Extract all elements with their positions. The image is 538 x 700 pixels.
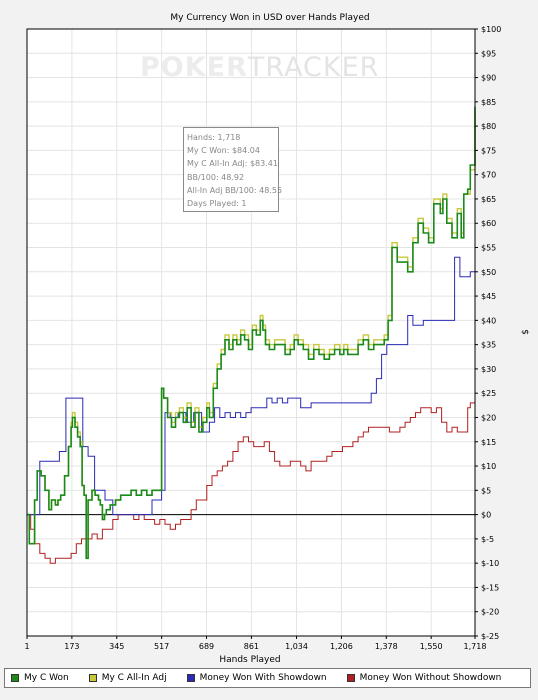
y-tick-label: $40 <box>481 316 496 325</box>
legend: My C Won My C All-In Adj Money Won With … <box>4 668 531 688</box>
series-layer <box>27 106 476 564</box>
x-tick-label: 861 <box>244 642 259 651</box>
y-tick-label: $100 <box>481 25 501 34</box>
x-tick-label: 1 <box>24 642 29 651</box>
x-tick-label: 1,034 <box>285 642 308 651</box>
y-tick-label: $-20 <box>481 608 499 617</box>
legend-swatch <box>11 674 19 682</box>
legend-item-all-in-adj[interactable]: My C All-In Adj <box>88 673 167 683</box>
y-tick-label: $35 <box>481 341 496 350</box>
x-axis-label: Hands Played <box>219 655 280 665</box>
y-tick-label: $70 <box>481 171 496 180</box>
watermark-part2: TRACKER <box>247 52 380 83</box>
legend-label: Money Won Without Showdown <box>359 673 502 683</box>
y-tick-label: $50 <box>481 268 496 277</box>
hud-hands: Hands: 1,718 <box>187 133 241 142</box>
hud-won: My C Won: $84.04 <box>187 146 260 156</box>
y-tick-label: $60 <box>481 219 496 228</box>
x-tick-label: 1,718 <box>464 642 487 651</box>
legend-label: Money Won With Showdown <box>199 673 327 683</box>
y-tick-label: $30 <box>481 365 496 374</box>
y-tick-label: $90 <box>481 74 496 83</box>
legend-item-with-showdown[interactable]: Money Won With Showdown <box>186 673 327 683</box>
legend-swatch <box>88 674 97 682</box>
y-tick-label: $10 <box>481 462 496 471</box>
y-tick-label: $85 <box>481 98 496 107</box>
legend-swatch <box>346 674 355 682</box>
y-tick-label: $45 <box>481 292 496 301</box>
y-axis-label: $ <box>521 329 531 335</box>
pokertracker-watermark: POKERTRACKER <box>140 52 378 84</box>
x-tick-label: 1,378 <box>375 642 398 651</box>
hud-days: Days Played: 1 <box>187 199 247 209</box>
x-tick-label: 517 <box>154 642 169 651</box>
legend-item-without-showdown[interactable]: Money Won Without Showdown <box>346 673 502 683</box>
legend-swatch <box>186 674 195 682</box>
x-tick-label: 1,550 <box>420 642 443 651</box>
y-tick-label: $-15 <box>481 583 499 592</box>
hud-allin-adj: My C All-In Adj: $83.41 <box>187 159 278 169</box>
y-tick-label: $-10 <box>481 559 499 568</box>
y-tick-label: $95 <box>481 49 496 58</box>
y-tick-label: $-25 <box>481 632 499 641</box>
y-tick-label: $75 <box>481 146 496 155</box>
series-line <box>27 402 475 564</box>
y-tick-label: $20 <box>481 413 496 422</box>
legend-label: My C All-In Adj <box>101 673 167 683</box>
legend-item-my-c-won[interactable]: My C Won <box>11 673 69 683</box>
x-tick-label: 1,206 <box>330 642 353 651</box>
y-tick-label: $-5 <box>481 535 494 544</box>
x-tick-label: 689 <box>199 642 214 651</box>
y-axis: $-25 $-20 $-15 $-10 $-5 $0 $5 $10 $15 $20 $25 $30 $3… <box>475 25 501 641</box>
x-tick-label: 173 <box>64 642 79 651</box>
y-tick-label: $55 <box>481 244 496 253</box>
y-tick-label: $0 <box>481 511 491 520</box>
y-tick-label: $80 <box>481 122 496 131</box>
hud-bb100: BB/100: 48.92 <box>187 172 245 182</box>
y-tick-label: $15 <box>481 438 496 447</box>
x-axis: 1 173 345 517 689 861 1,034 1,206 1,378 1,550 1,71… <box>24 636 486 651</box>
watermark-part1: POKER <box>140 52 248 83</box>
hud-allin-bb100: All-In Adj BB/100: 48.55 <box>187 185 283 195</box>
legend-label: My C Won <box>24 673 69 683</box>
y-tick-label: $65 <box>481 195 496 204</box>
series-line <box>27 106 476 560</box>
y-tick-label: $5 <box>481 486 491 495</box>
series-line <box>27 223 476 516</box>
stats-tooltip: Hands: 1,718 My C Won: $84.04 My C All-I… <box>183 127 283 212</box>
y-tick-label: $25 <box>481 389 496 398</box>
chart-title: My Currency Won in USD over Hands Played <box>170 13 369 23</box>
x-tick-label: 345 <box>109 642 124 651</box>
